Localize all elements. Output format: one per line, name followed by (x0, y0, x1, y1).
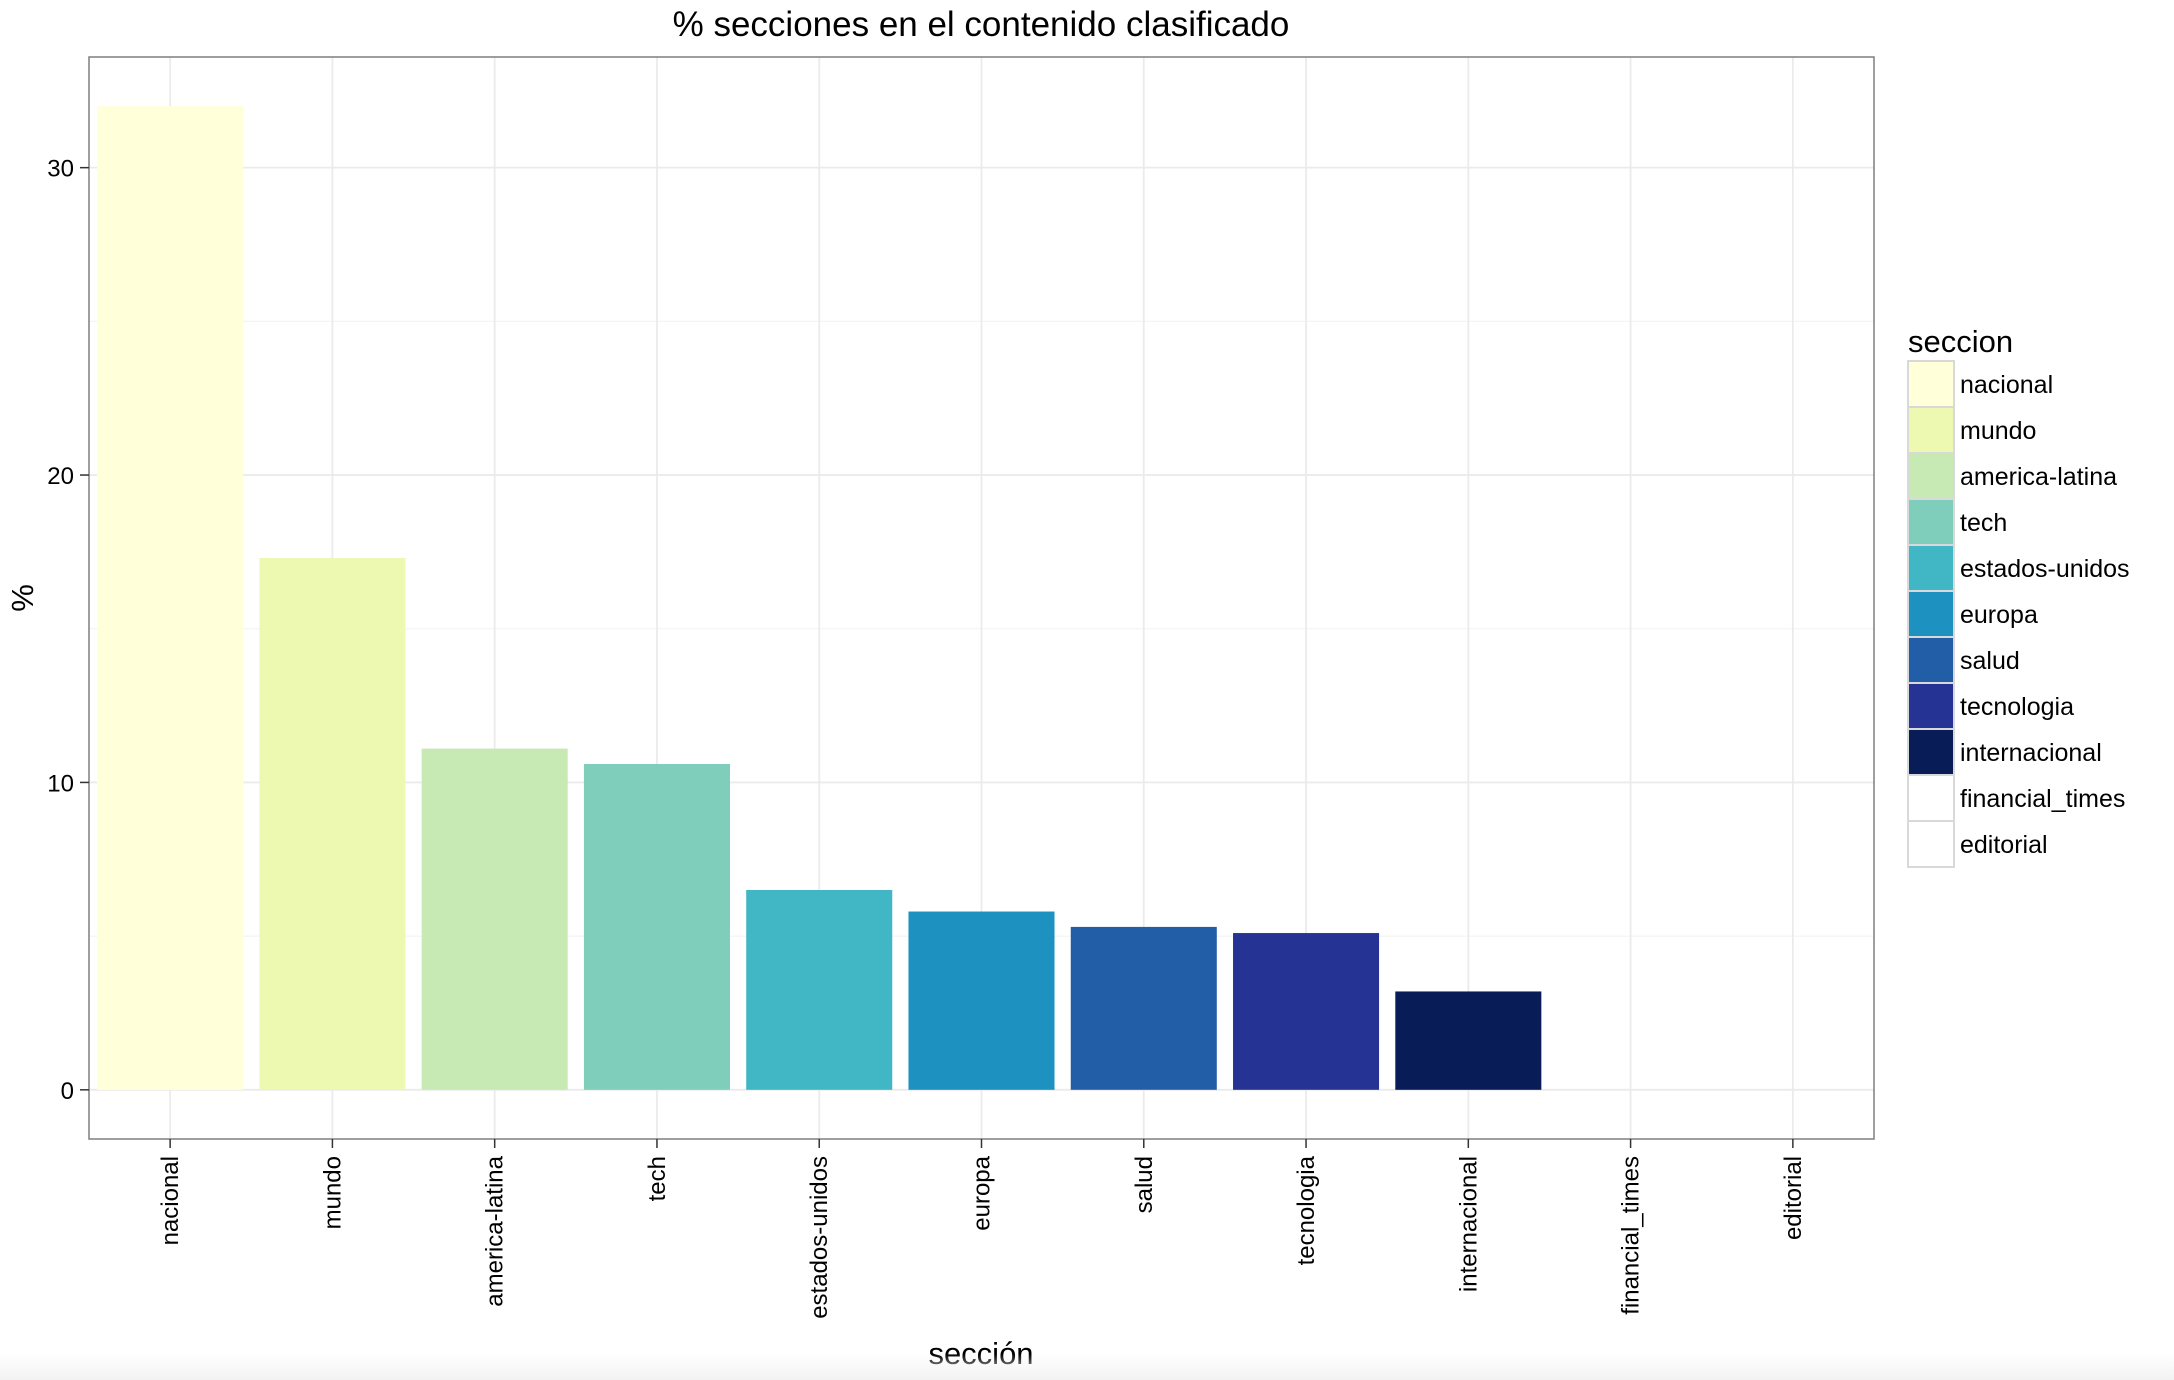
bar-mundo (259, 558, 406, 1090)
legend-title: seccion (1908, 324, 2013, 359)
chart-title: % secciones en el contenido clasificado (673, 5, 1290, 44)
legend-key-financial_times (1907, 774, 1955, 822)
bar-estados-unidos (746, 890, 893, 1090)
x-tick-label: internacional (1455, 1156, 1482, 1292)
legend-label-mundo: mundo (1960, 417, 2036, 445)
bar-internacional (1395, 991, 1542, 1090)
bar-salud (1070, 926, 1217, 1090)
x-tick-label: salud (1131, 1156, 1158, 1213)
legend-key-nacional (1907, 360, 1955, 408)
legend-key-tech (1907, 498, 1955, 546)
x-tick-label: mundo (319, 1156, 346, 1229)
bottom-edge-fade (0, 1354, 2174, 1380)
bar-europa (908, 911, 1055, 1090)
y-tick-label: 10 (47, 770, 74, 797)
x-tick-label: europa (969, 1155, 996, 1230)
y-tick-label: 20 (47, 463, 74, 490)
x-tick-label: america-latina (482, 1155, 509, 1306)
legend-key-europa (1907, 590, 1955, 638)
legend-key-america-latina (1907, 452, 1955, 500)
legend-label-tecnologia: tecnologia (1960, 693, 2074, 721)
y-tick-label: 30 (47, 156, 74, 183)
legend-label-america-latina: america-latina (1960, 463, 2117, 491)
bar-nacional (97, 106, 244, 1090)
legend-key-editorial (1907, 820, 1955, 868)
legend-label-financial_times: financial_times (1960, 785, 2125, 813)
plot-area: 0 10 20 30 nacional mundo america-latina tech es… (47, 56, 1875, 1319)
bar-tecnologia (1233, 933, 1380, 1090)
x-tick-label: nacional (157, 1156, 184, 1245)
legend-label-nacional: nacional (1960, 371, 2053, 399)
legend-label-estados-unidos: estados-unidos (1960, 555, 2130, 583)
x-tick-label: estados-unidos (806, 1156, 833, 1319)
legend: seccion nacional mundo america-latina tech es… (1907, 324, 2130, 868)
legend-key-estados-unidos (1907, 544, 1955, 592)
x-tick-label: editorial (1780, 1156, 1807, 1240)
x-tick-label: tech (644, 1156, 671, 1201)
y-tick-label: 0 (61, 1078, 74, 1105)
legend-label-tech: tech (1960, 509, 2007, 537)
x-tick-label: financial_times (1618, 1156, 1645, 1315)
legend-key-internacional (1907, 728, 1955, 776)
bar-tech (583, 763, 730, 1090)
y-axis-title: % (5, 584, 40, 612)
bar-america-latina (421, 748, 568, 1090)
legend-label-salud: salud (1960, 647, 2020, 675)
legend-key-mundo (1907, 406, 1955, 454)
legend-key-salud (1907, 636, 1955, 684)
legend-label-editorial: editorial (1960, 831, 2048, 859)
legend-label-europa: europa (1960, 601, 2038, 629)
x-tick-label: tecnologia (1293, 1155, 1320, 1265)
legend-key-tecnologia (1907, 682, 1955, 730)
legend-label-internacional: internacional (1960, 739, 2102, 767)
